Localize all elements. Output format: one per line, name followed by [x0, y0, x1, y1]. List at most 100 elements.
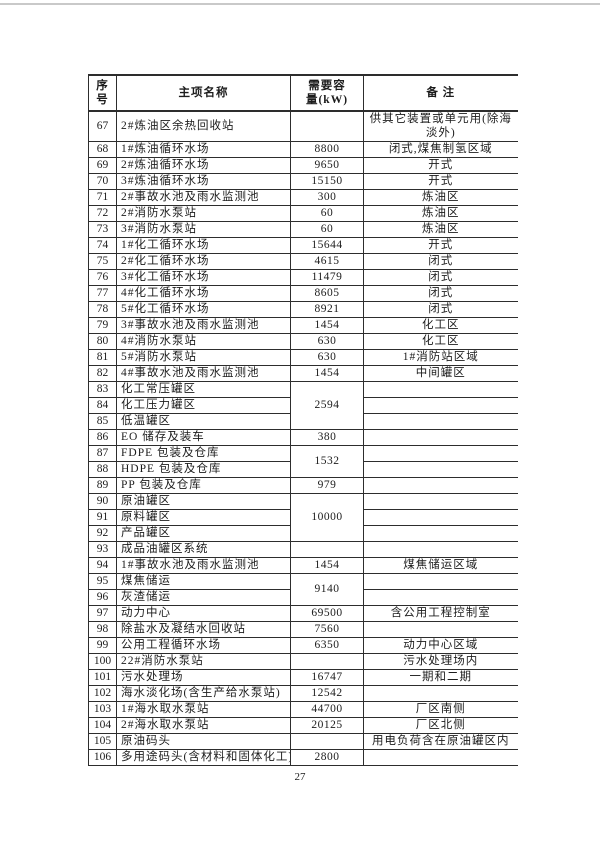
cell-capacity: 979	[290, 476, 364, 494]
cell-remark	[363, 492, 518, 510]
table-row-102: 102 海水淡化场(含生产给水泵站) 12542	[88, 684, 518, 702]
cell-remark	[363, 412, 518, 430]
cell-no: 88	[88, 460, 117, 478]
cell-no: 69	[88, 156, 117, 174]
cell-no: 89	[88, 476, 117, 494]
cell-capacity: 12542	[290, 684, 364, 702]
cell-name: 原油罐区	[116, 492, 291, 510]
cell-no: 84	[88, 396, 117, 414]
cell-capacity: 20125	[290, 716, 364, 734]
cell-remark	[363, 572, 518, 590]
cell-remark	[363, 444, 518, 462]
cell-capacity: 8921	[290, 300, 364, 318]
table-row-73: 73 3#消防水泵站 60 炼油区	[88, 220, 518, 238]
cell-name: 1#海水取水泵站	[116, 700, 291, 718]
cell-name: 4#化工循环水场	[116, 284, 291, 302]
cell-name: 化工常压罐区	[116, 380, 291, 398]
cell-no: 92	[88, 524, 117, 542]
cell-name: PP 包装及仓库	[116, 476, 291, 494]
cell-remark	[363, 684, 518, 702]
cell-name: FDPE 包装及仓库	[116, 444, 291, 462]
cell-no: 106	[88, 748, 117, 766]
cell-remark: 动力中心区域	[363, 636, 518, 654]
cell-no: 80	[88, 332, 117, 350]
cell-no: 91	[88, 508, 117, 526]
cell-capacity: 630	[290, 348, 364, 366]
cell-remark	[363, 588, 518, 606]
table-row-103: 103 1#海水取水泵站 44700 厂区南侧	[88, 700, 518, 718]
cell-capacity: 7560	[290, 620, 364, 638]
table-row-78: 78 5#化工循环水场 8921 闭式	[88, 300, 518, 318]
cell-remark	[363, 476, 518, 494]
cell-capacity	[290, 732, 364, 750]
cell-capacity: 44700	[290, 700, 364, 718]
cell-name: 5#消防水泵站	[116, 348, 291, 366]
cell-name: 2#消防水泵站	[116, 204, 291, 222]
cell-no: 87	[88, 444, 117, 462]
cell-remark: 中间罐区	[363, 364, 518, 382]
cell-remark: 污水处理场内	[363, 652, 518, 670]
cell-name: 除盐水及凝结水回收站	[116, 620, 291, 638]
cell-name: 2#事故水池及雨水监测池	[116, 188, 291, 206]
cell-no: 98	[88, 620, 117, 638]
cell-no: 86	[88, 428, 117, 446]
cell-no: 101	[88, 668, 117, 686]
cell-capacity: 11479	[290, 268, 364, 286]
capacity-table: 序 号 主项名称 需要容 量(kW) 备 注 67 2#炼油区余热回收站 供其它装置…	[88, 74, 518, 766]
cell-name: 动力中心	[116, 604, 291, 622]
table-row-68: 68 1#炼油循环水场 8800 闭式,煤焦制氢区域	[88, 140, 518, 158]
cell-name: HDPE 包装及仓库	[116, 460, 291, 478]
cell-no: 71	[88, 188, 117, 206]
cell-no: 104	[88, 716, 117, 734]
table-row-90: 90 原油罐区 10000	[88, 492, 518, 542]
cell-capacity: 10000	[290, 492, 364, 542]
cell-no: 76	[88, 268, 117, 286]
cell-remark: 供其它装置或单元用(除海淡外)	[363, 110, 518, 142]
cell-remark: 开式	[363, 156, 518, 174]
cell-capacity: 630	[290, 332, 364, 350]
cell-no: 79	[88, 316, 117, 334]
cell-no: 94	[88, 556, 117, 574]
cell-no: 78	[88, 300, 117, 318]
cell-name: 海水淡化场(含生产给水泵站)	[116, 684, 291, 702]
table-row-72: 72 2#消防水泵站 60 炼油区	[88, 204, 518, 222]
cell-name: 2#海水取水泵站	[116, 716, 291, 734]
cell-remark: 1#消防站区域	[363, 348, 518, 366]
cell-name: 低温罐区	[116, 412, 291, 430]
table-row-74: 74 1#化工循环水场 15644 开式	[88, 236, 518, 254]
cell-name: 3#化工循环水场	[116, 268, 291, 286]
cell-capacity: 9140	[290, 572, 364, 606]
table-row-69: 69 2#炼油循环水场 9650 开式	[88, 156, 518, 174]
cell-remark: 炼油区	[363, 204, 518, 222]
table-header: 序 号 主项名称 需要容 量(kW) 备 注	[88, 74, 518, 112]
table-row-98: 98 除盐水及凝结水回收站 7560	[88, 620, 518, 638]
cell-capacity: 6350	[290, 636, 364, 654]
table-row-85: 85 低温罐区	[88, 412, 518, 430]
cell-capacity: 9650	[290, 156, 364, 174]
cell-capacity: 15644	[290, 236, 364, 254]
cell-no: 99	[88, 636, 117, 654]
cell-capacity: 8800	[290, 140, 364, 158]
cell-capacity: 1454	[290, 316, 364, 334]
table-row-83: 83 化工常压罐区 2594	[88, 380, 518, 430]
cell-name: 公用工程循环水场	[116, 636, 291, 654]
table-row-80: 80 4#消防水泵站 630 化工区	[88, 332, 518, 350]
cell-remark: 闭式	[363, 252, 518, 270]
cell-no: 75	[88, 252, 117, 270]
table-row-95: 95 煤焦储运 9140	[88, 572, 518, 606]
table-row-93: 93 成品油罐区系统	[88, 540, 518, 558]
cell-remark: 用电负荷含在原油罐区内	[363, 732, 518, 750]
cell-remark	[363, 428, 518, 446]
cell-name: 22#消防水泵站	[116, 652, 291, 670]
cell-capacity: 16747	[290, 668, 364, 686]
table-row-96: 96 灰渣储运	[88, 588, 518, 606]
cell-name: 煤焦储运	[116, 572, 291, 590]
cell-remark: 炼油区	[363, 188, 518, 206]
table-row-76: 76 3#化工循环水场 11479 闭式	[88, 268, 518, 286]
cell-no: 100	[88, 652, 117, 670]
cell-remark: 开式	[363, 236, 518, 254]
cell-name: 1#事故水池及雨水监测池	[116, 556, 291, 574]
cell-remark	[363, 460, 518, 478]
cell-name: 成品油罐区系统	[116, 540, 291, 558]
header-row: 序 号 主项名称 需要容 量(kW) 备 注	[88, 74, 518, 112]
